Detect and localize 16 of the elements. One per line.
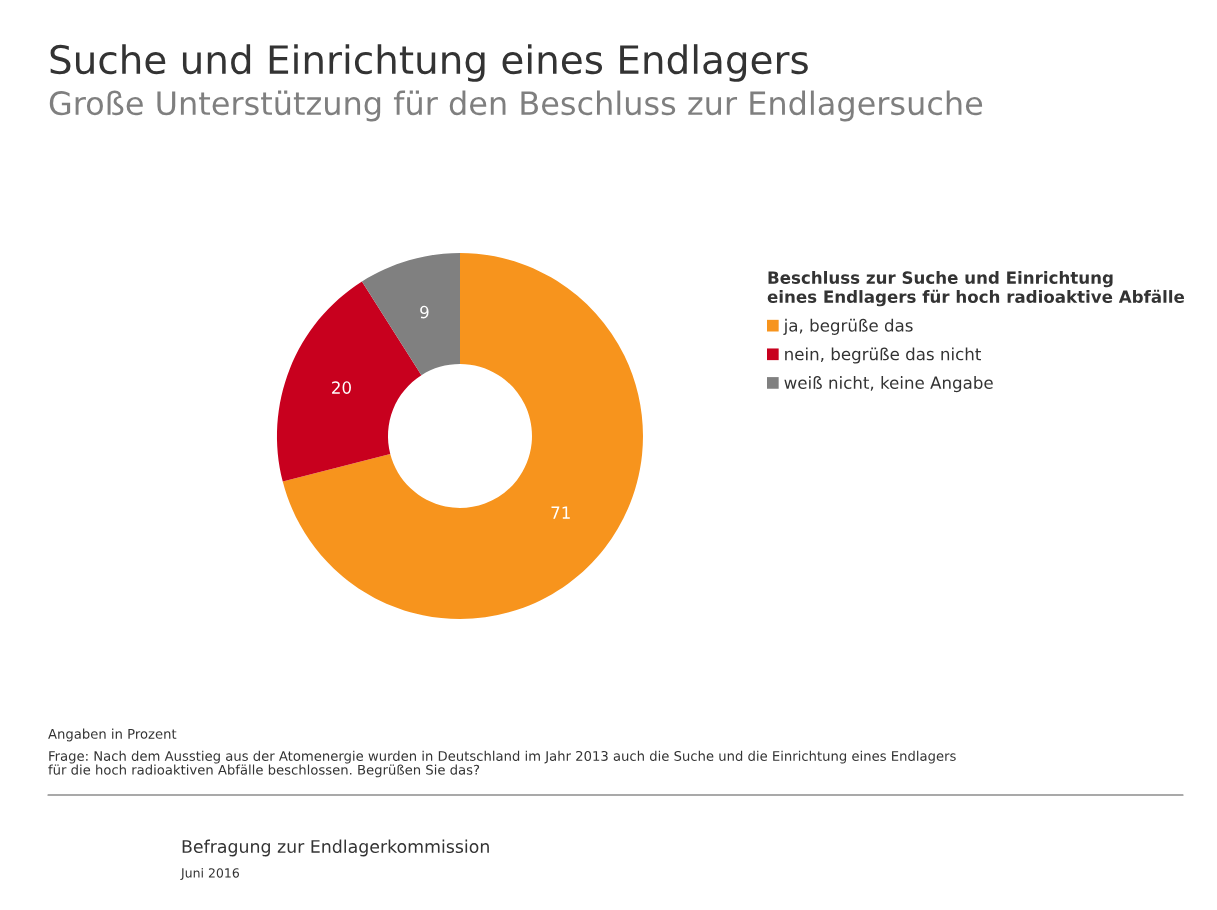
data-label: 20: [332, 381, 351, 394]
legend-title: Beschluss zur Suche und Einrichtung eines Endlagers für hoch radioaktive Abfälle: [767, 271, 1185, 307]
chart-title: Suche und Einrichtung eines Endlagers: [50, 44, 808, 82]
chart-subtitle: Große Unterstützung für den Beschluss zur Endlagersuche: [49, 90, 983, 122]
donut-slice: [282, 253, 643, 619]
donut-slice: [277, 281, 422, 482]
text: Juni 2016: [180, 867, 239, 880]
data-label: 9: [420, 305, 429, 319]
legend-label: weiß nicht, keine Angabe: [784, 376, 993, 393]
legend-label: nein, begrüße das nicht: [785, 347, 981, 364]
donut-slice: [361, 253, 460, 376]
text: Frage: Nach dem Ausstieg aus der Atomenergie wurden in Deutschland im Jahr 2013 auch die Suche und die Einrichtung eines Endlagers für die hoch radioaktiven Abfälle beschlossen. Begrüßen Sie das?: [48, 750, 956, 778]
legend-label: ja, begrüße das: [783, 318, 913, 335]
text: Angaben in Prozent: [48, 728, 177, 742]
data-label: 71: [551, 506, 570, 519]
text: Befragung zur Endlagerkommission: [182, 839, 489, 857]
